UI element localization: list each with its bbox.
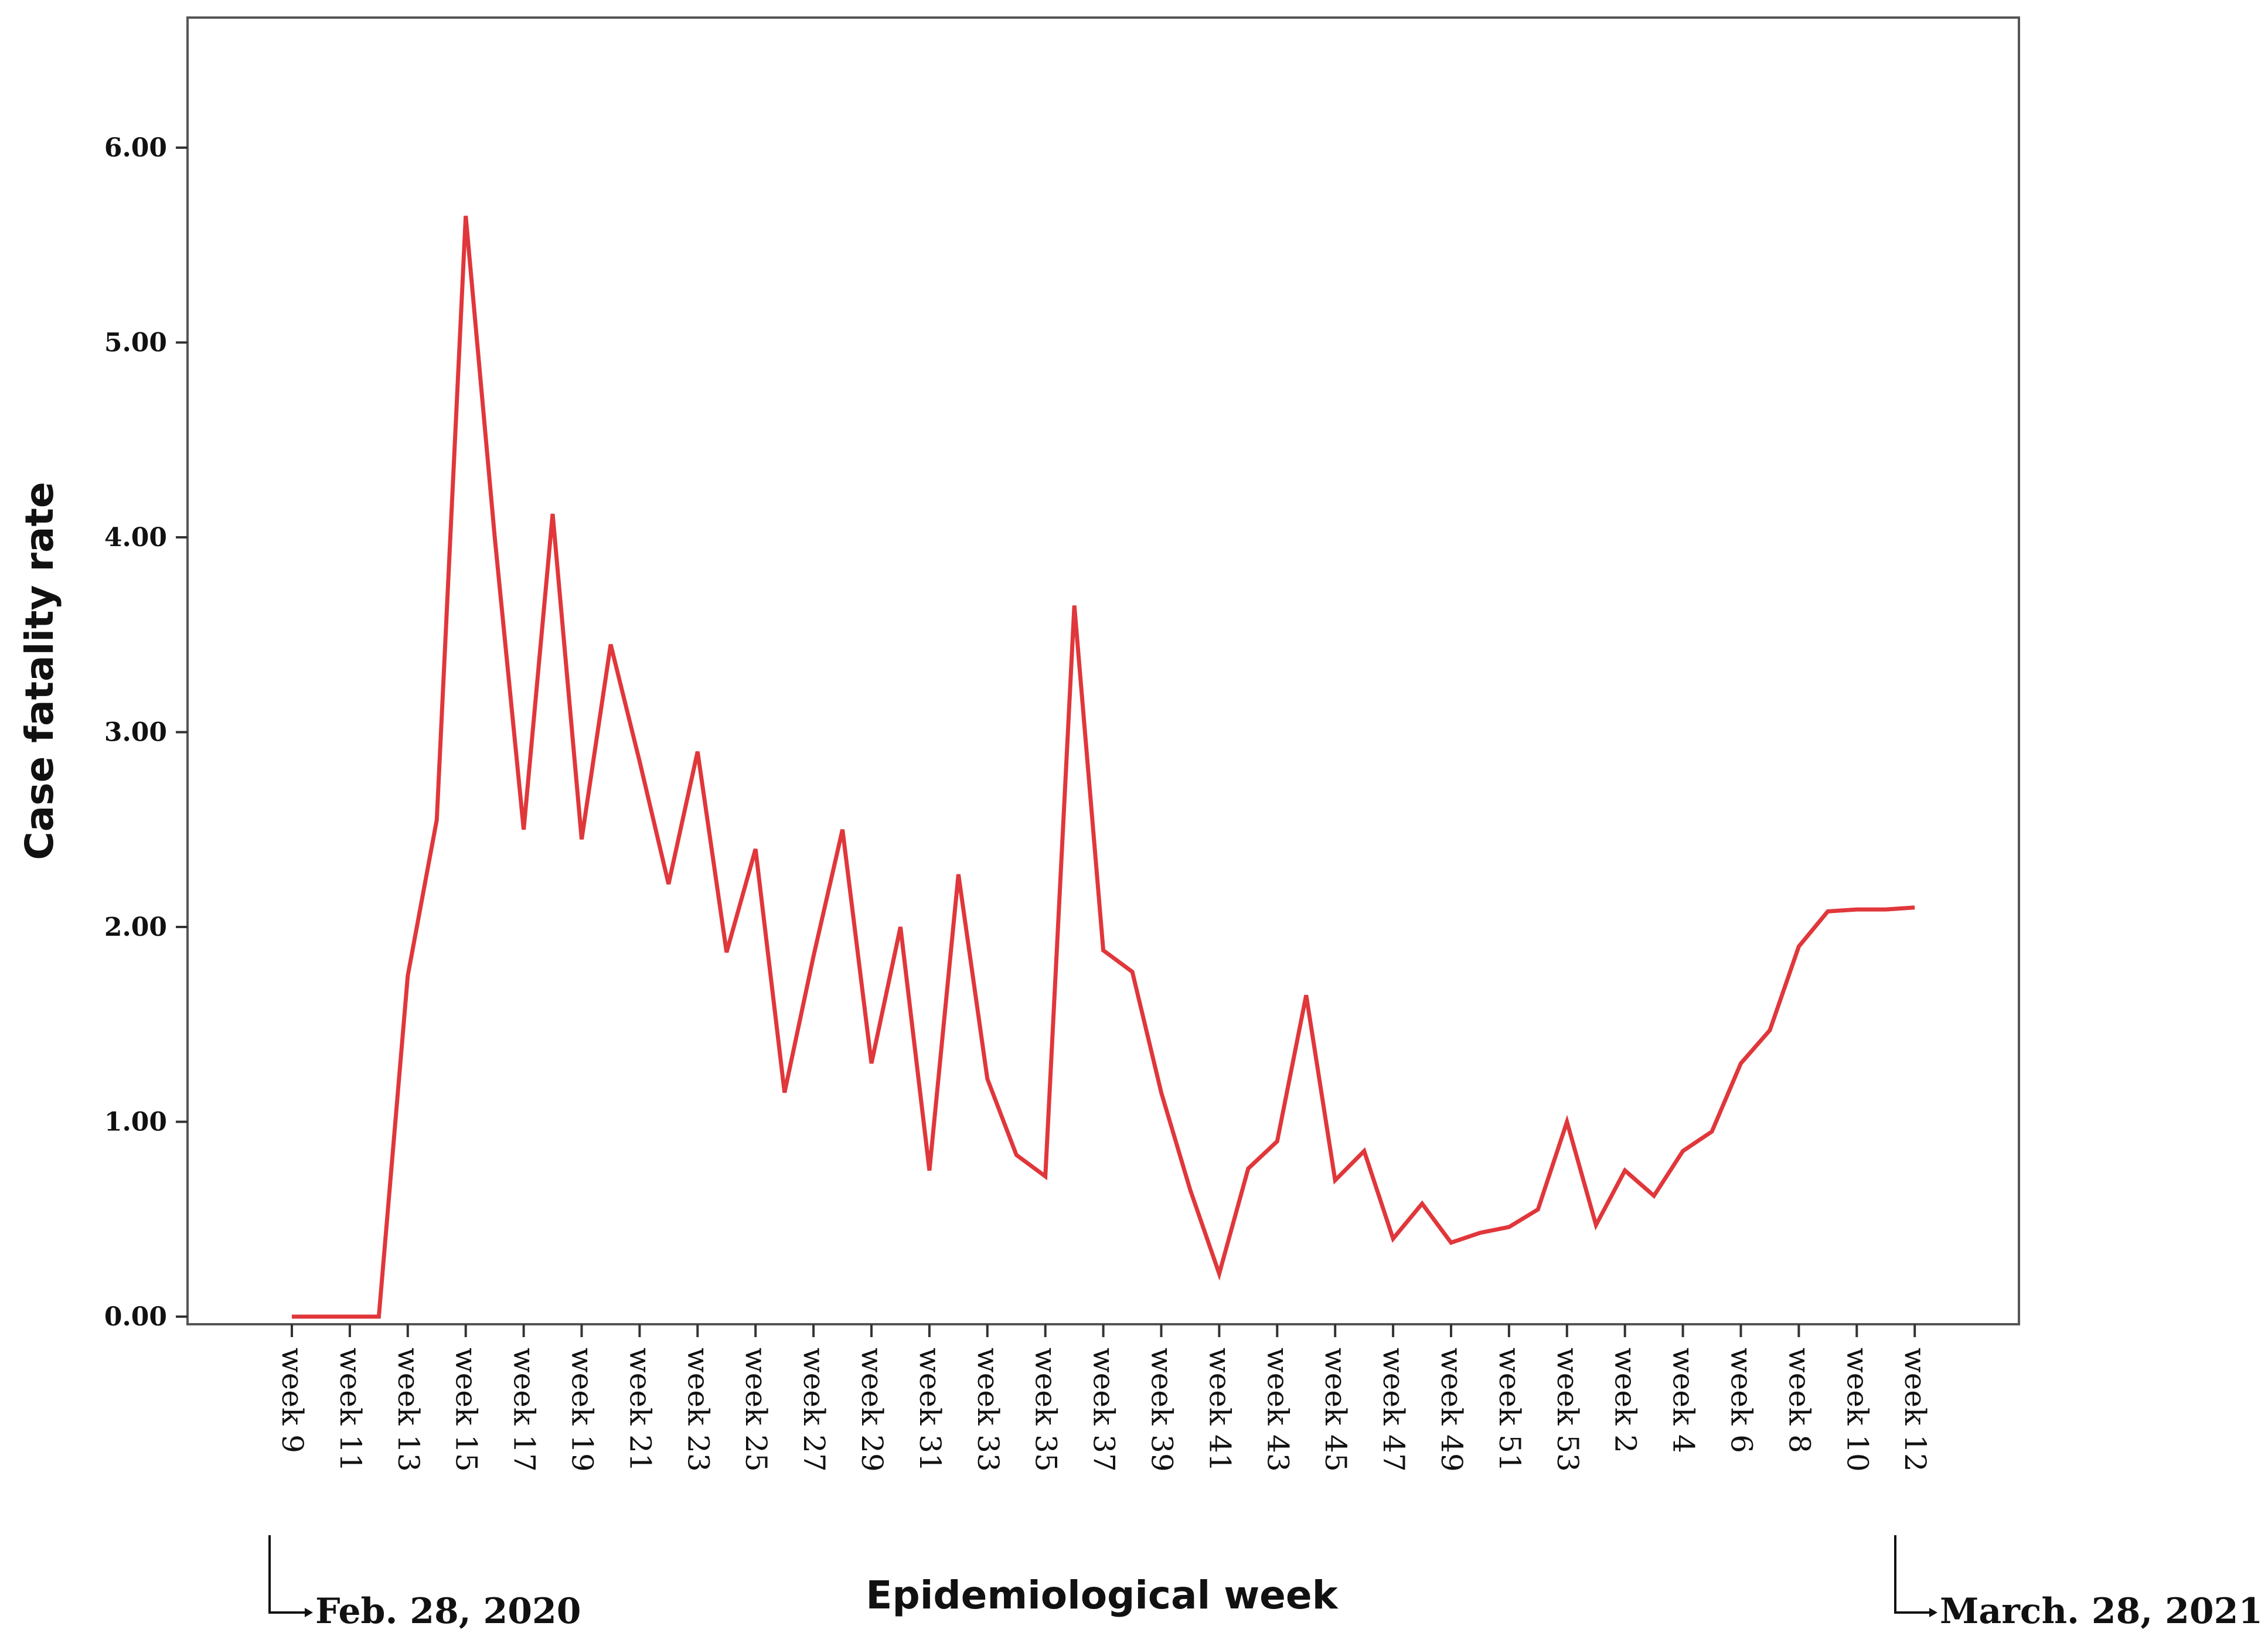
x-tick-label: week 47 <box>1377 1348 1411 1472</box>
x-tick-label: week 2 <box>1609 1348 1643 1453</box>
x-tick-label: week 9 <box>275 1348 309 1453</box>
x-tick-label: week 27 <box>797 1348 831 1472</box>
end-bracket-arrow <box>1929 1608 1937 1617</box>
y-axis-title: Case fatality rate <box>17 482 62 860</box>
end-date-annotation: March. 28, 2021 <box>1940 1591 2263 1632</box>
x-axis-title: Epidemiological week <box>866 1573 1339 1618</box>
start-bracket-arrow <box>305 1608 313 1617</box>
case-fatality-series-line <box>292 216 1915 1319</box>
x-tick-label: week 39 <box>1145 1348 1179 1472</box>
x-tick-label: week 4 <box>1667 1348 1701 1453</box>
x-tick-label: week 31 <box>913 1348 947 1472</box>
start-bracket-line <box>268 1535 305 1614</box>
end-bracket-line <box>1894 1535 1929 1614</box>
x-tick-label: week 11 <box>333 1348 367 1472</box>
x-tick-label: week 12 <box>1898 1348 1932 1472</box>
x-tick-label: week 15 <box>449 1348 483 1472</box>
y-tick-label: 2.00 <box>104 912 167 942</box>
x-tick-label: week 25 <box>739 1348 773 1472</box>
x-tick-label: week 45 <box>1319 1348 1353 1472</box>
start-date-annotation: Feb. 28, 2020 <box>315 1591 581 1632</box>
y-tick-label: 4.00 <box>104 523 167 553</box>
x-tick-label: week 37 <box>1087 1348 1121 1472</box>
x-tick-label: week 13 <box>391 1348 425 1472</box>
x-tick-label: week 43 <box>1261 1348 1295 1472</box>
x-tick-label: week 33 <box>971 1348 1005 1472</box>
x-tick-label: week 23 <box>681 1348 715 1472</box>
x-tick-label: week 19 <box>566 1348 600 1472</box>
x-tick-label: week 8 <box>1782 1348 1816 1453</box>
x-tick-label: week 21 <box>623 1348 657 1472</box>
x-tick-label: week 41 <box>1203 1348 1237 1472</box>
y-axis-ticks: 0.00 1.00 2.00 3.00 4.00 5.00 6.00 <box>104 133 188 1332</box>
x-tick-label: week 10 <box>1840 1348 1874 1472</box>
y-tick-label: 5.00 <box>104 328 167 358</box>
y-tick-label: 3.00 <box>104 718 167 748</box>
x-axis-ticks: week 9 week 11 week 13 week 15 week 17 week 1… <box>275 1324 1932 1472</box>
plot-frame <box>186 16 2020 1325</box>
x-tick-label: week 49 <box>1435 1348 1469 1472</box>
x-tick-label: week 29 <box>855 1348 889 1472</box>
x-tick-label: week 51 <box>1493 1348 1527 1472</box>
x-tick-label: week 53 <box>1551 1348 1585 1472</box>
x-tick-label: week 6 <box>1725 1348 1759 1453</box>
x-tick-label: week 17 <box>508 1348 542 1472</box>
y-tick-label: 1.00 <box>104 1107 167 1137</box>
y-tick-label: 6.00 <box>104 133 167 163</box>
x-tick-label: week 35 <box>1029 1348 1063 1472</box>
y-tick-label: 0.00 <box>104 1302 167 1332</box>
